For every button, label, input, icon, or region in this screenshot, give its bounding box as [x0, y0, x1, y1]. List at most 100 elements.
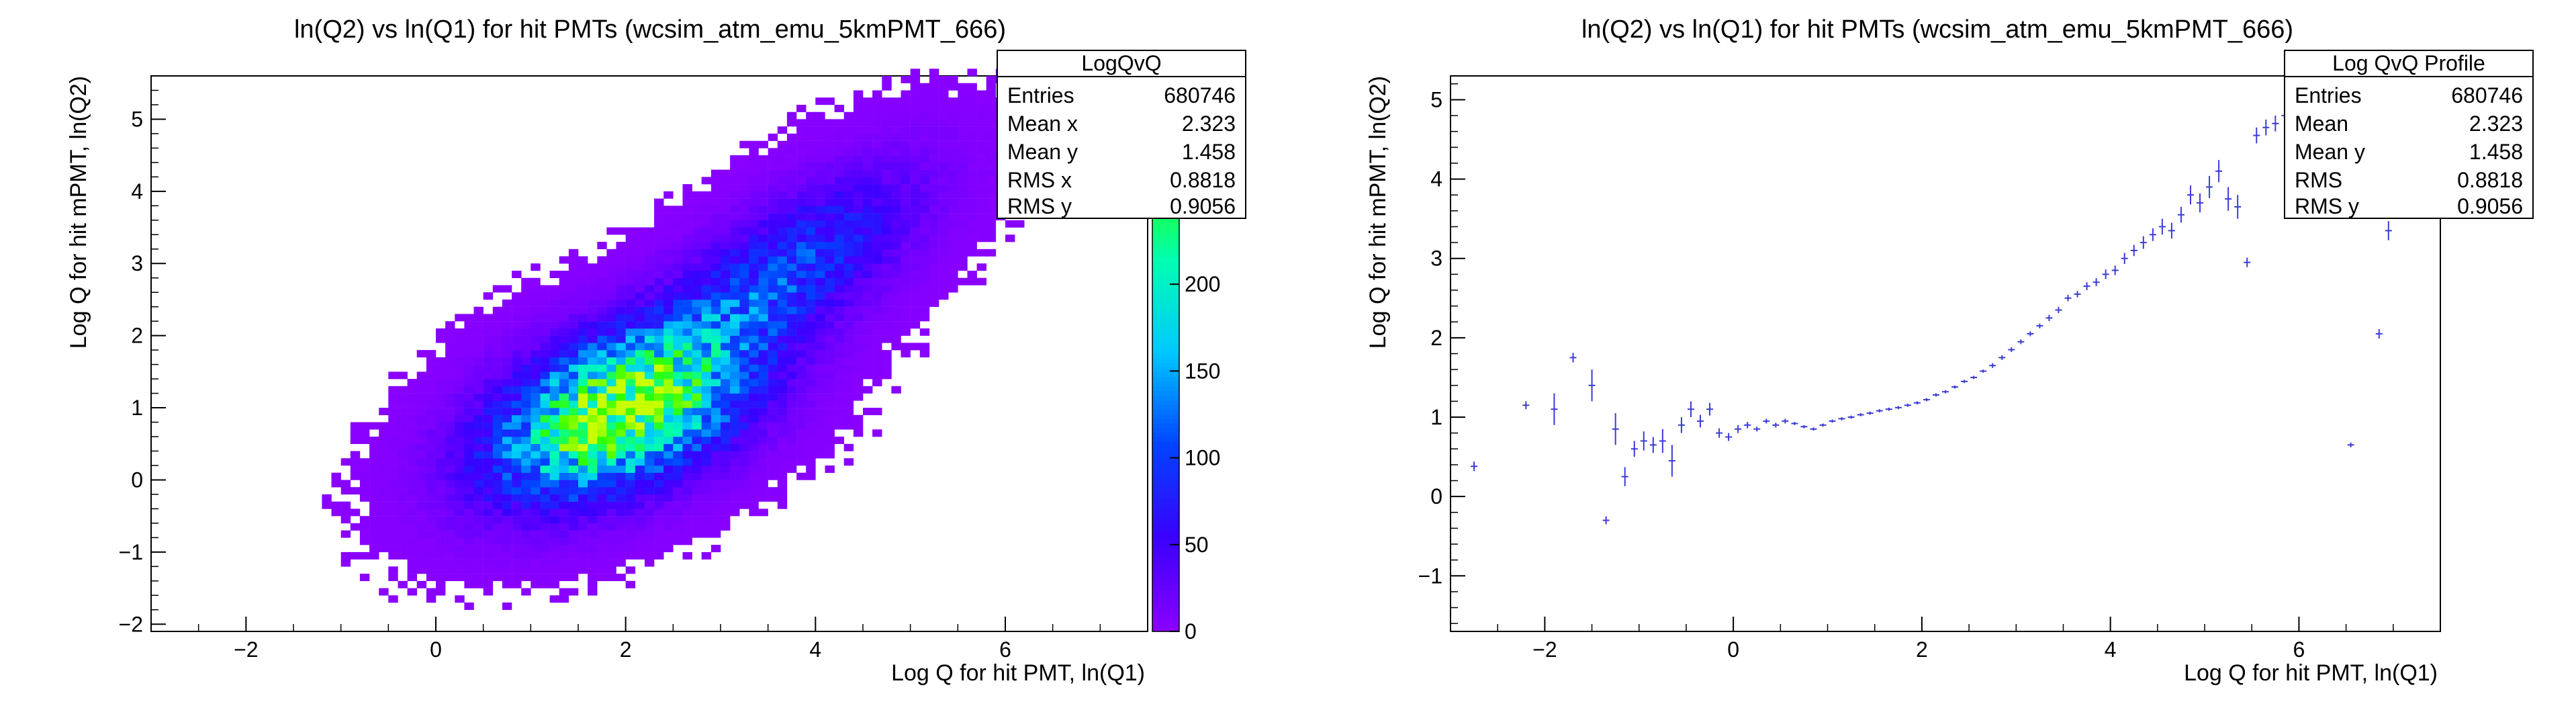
heatmap-cell — [976, 148, 986, 156]
heatmap-cell — [786, 328, 797, 336]
heatmap-cell — [768, 335, 778, 343]
heatmap-cell — [502, 501, 512, 509]
heatmap-cell — [644, 508, 655, 517]
heatmap-cell — [445, 357, 455, 365]
heatmap-cell — [379, 465, 389, 473]
heatmap-cell — [606, 328, 616, 336]
heatmap-cell — [910, 271, 921, 278]
colorbar-segment — [1152, 242, 1179, 248]
heatmap-cell — [806, 299, 816, 307]
heatmap-cell — [388, 437, 398, 444]
heatmap-cell — [673, 443, 683, 451]
heatmap-cell — [768, 155, 778, 163]
heatmap-cell — [739, 234, 749, 242]
colorbar-tick-label: 200 — [1185, 272, 1220, 296]
heatmap-cell — [578, 451, 588, 459]
heatmap-cell — [436, 530, 446, 538]
heatmap-cell — [710, 501, 721, 509]
heatmap-cell — [654, 328, 664, 336]
heatmap-cell — [910, 76, 921, 83]
heatmap-cell — [673, 285, 683, 293]
heatmap-cell — [521, 408, 531, 416]
heatmap-cell — [721, 480, 731, 488]
heatmap-cell — [986, 249, 997, 257]
heatmap-cell — [549, 480, 559, 488]
heatmap-cell — [749, 480, 759, 488]
heatmap-cell — [568, 306, 579, 314]
heatmap-cell — [502, 350, 512, 358]
heatmap-cell — [606, 574, 616, 582]
heatmap-cell — [625, 437, 636, 444]
heatmap-cell — [872, 242, 882, 249]
colorbar-segment — [1152, 386, 1179, 392]
heatmap-cell — [559, 472, 569, 480]
heatmap-cell — [673, 371, 683, 380]
heatmap-cell — [426, 414, 436, 423]
heatmap-cell — [455, 523, 465, 531]
heatmap-cell — [359, 551, 370, 560]
heatmap-cell — [967, 213, 977, 221]
heatmap-cell — [815, 371, 825, 380]
colorbar-segment — [1152, 492, 1179, 498]
heatmap-cell — [739, 393, 749, 401]
colorbar-segment — [1152, 404, 1179, 410]
heatmap-cell — [549, 508, 559, 517]
heatmap-cell — [815, 321, 825, 329]
heatmap-cell — [606, 545, 616, 553]
heatmap-cell — [919, 112, 930, 120]
heatmap-cell — [749, 386, 759, 394]
heatmap-cell — [721, 206, 731, 214]
heatmap-cell — [853, 263, 864, 271]
right-x-tick-label: 2 — [1916, 637, 1928, 662]
heatmap-cell — [692, 321, 702, 329]
heatmap-cell — [786, 184, 797, 192]
heatmap-cell — [730, 234, 740, 242]
heatmap-cell — [673, 306, 683, 314]
heatmap-cell — [398, 400, 408, 408]
heatmap-cell — [739, 292, 749, 300]
heatmap-cell — [445, 494, 455, 502]
heatmap-cell — [843, 162, 854, 170]
heatmap-cell — [721, 314, 731, 322]
heatmap-cell — [578, 328, 588, 336]
heatmap-cell — [739, 480, 749, 488]
heatmap-cell — [426, 494, 436, 502]
heatmap-cell — [398, 422, 408, 430]
heatmap-cell — [786, 140, 797, 148]
heatmap-cell — [502, 545, 512, 553]
heatmap-cell — [625, 393, 636, 401]
heatmap-cell — [682, 242, 692, 249]
heatmap-cell — [483, 335, 494, 343]
heatmap-cell — [654, 335, 664, 343]
heatmap-cell — [445, 443, 455, 451]
heatmap-cell — [654, 545, 664, 553]
heatmap-cell — [531, 494, 541, 502]
heatmap-cell — [825, 119, 835, 127]
left-plot-frame — [150, 75, 1148, 632]
heatmap-cell — [929, 126, 939, 134]
heatmap-cell — [512, 343, 522, 351]
heatmap-cell — [398, 458, 408, 466]
heatmap-cell — [749, 408, 759, 416]
heatmap-cell — [521, 371, 531, 380]
heatmap-cell — [588, 443, 598, 451]
heatmap-cell — [891, 155, 901, 163]
heatmap-cell — [483, 437, 494, 444]
heatmap-cell — [549, 400, 559, 408]
heatmap-cell — [369, 487, 379, 495]
heatmap-cell — [721, 437, 731, 444]
heatmap-cell — [635, 400, 645, 408]
heatmap-cell — [815, 285, 825, 293]
heatmap-cell — [512, 328, 522, 336]
heatmap-cell — [549, 559, 559, 567]
heatmap-cell — [436, 364, 446, 372]
heatmap-cell — [834, 292, 844, 300]
heatmap-cell — [436, 408, 446, 416]
heatmap-cell — [663, 443, 674, 451]
colorbar-segment — [1152, 562, 1179, 568]
heatmap-cell — [986, 112, 997, 120]
heatmap-cell — [426, 574, 436, 582]
heatmap-cell — [578, 465, 588, 473]
heatmap-cell — [853, 177, 864, 185]
heatmap-cell — [635, 537, 645, 545]
